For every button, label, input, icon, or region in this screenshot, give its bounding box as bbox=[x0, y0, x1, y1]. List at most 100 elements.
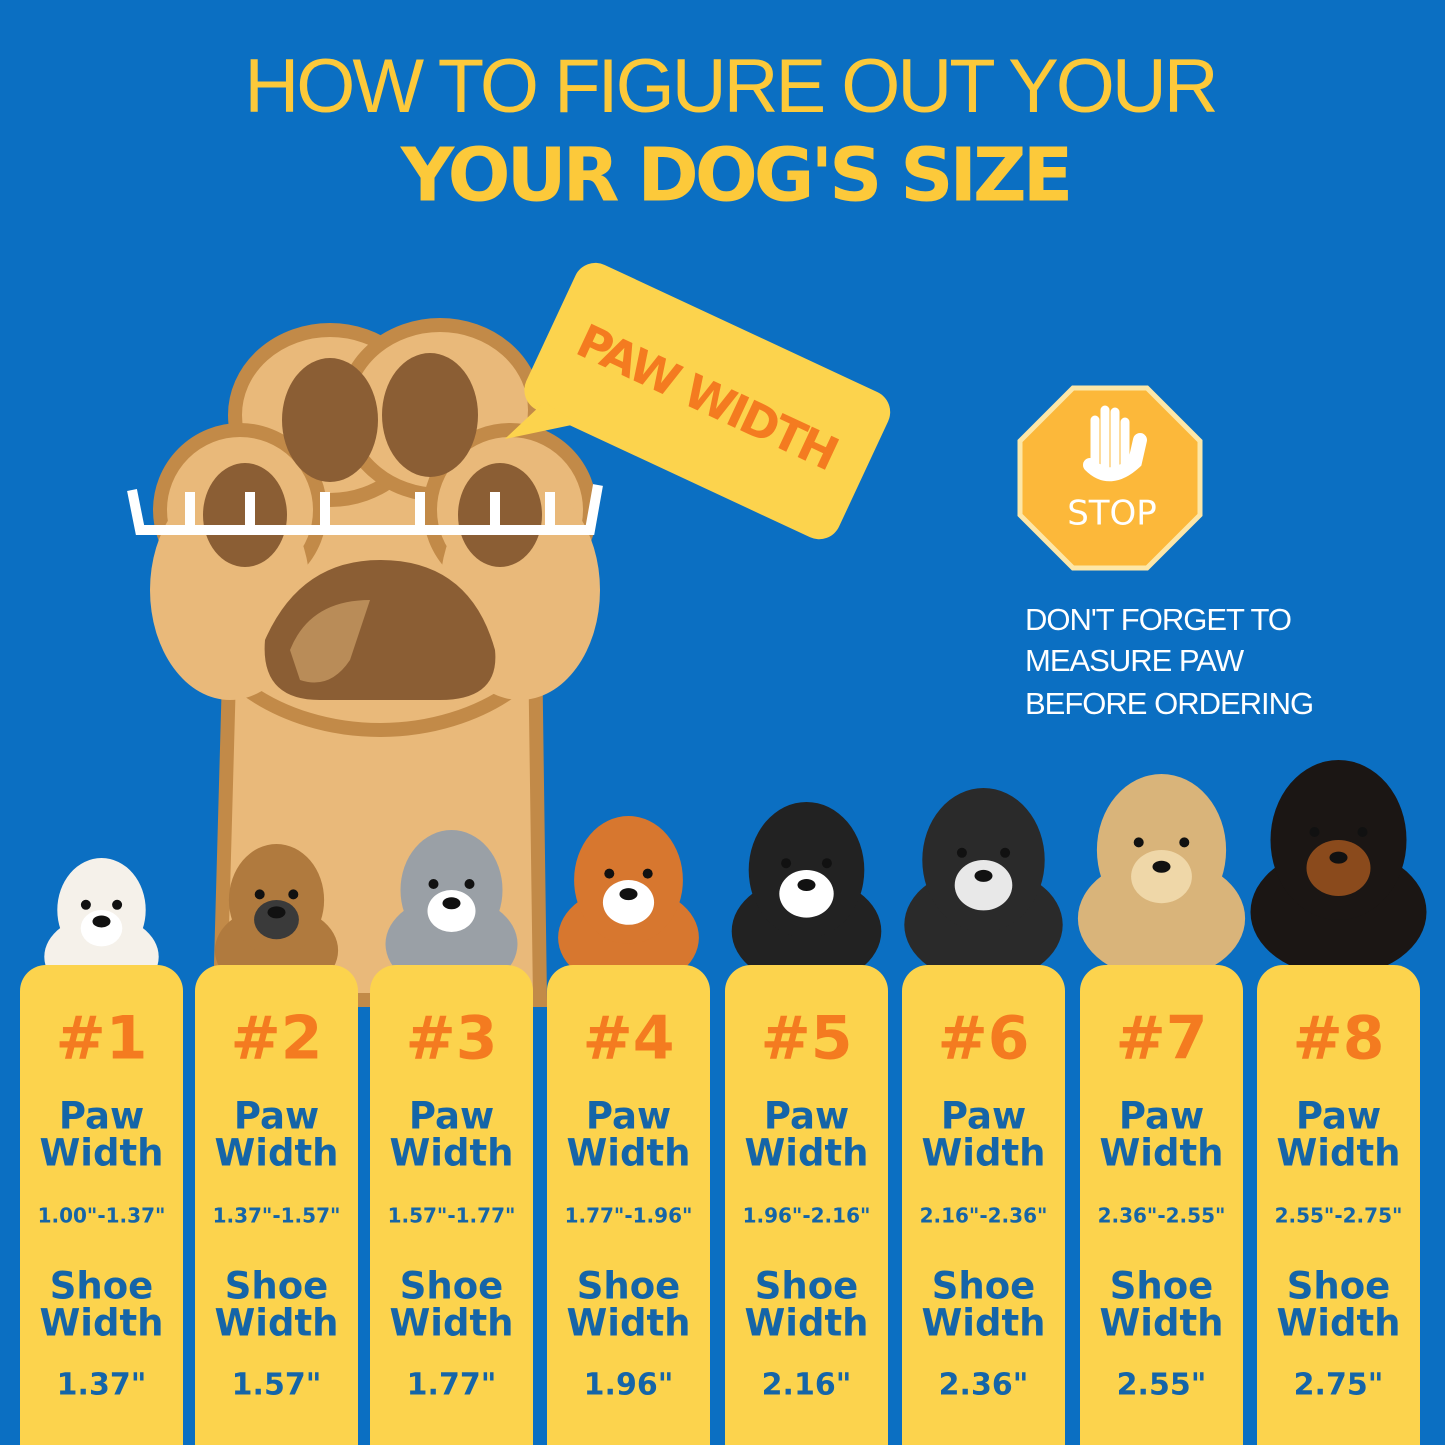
shoe-width: 1.77" bbox=[407, 1368, 497, 1403]
shoe-label: Width bbox=[1276, 1302, 1400, 1345]
size-card bbox=[1257, 965, 1420, 1445]
dog-eye bbox=[642, 868, 653, 879]
paw-label: Width bbox=[921, 1132, 1045, 1175]
shoe-label: Shoe bbox=[1287, 1265, 1391, 1308]
size-number: #3 bbox=[405, 1004, 497, 1074]
dog-eye bbox=[781, 858, 792, 869]
shoe-label: Shoe bbox=[932, 1265, 1036, 1308]
dog-nose bbox=[974, 869, 993, 882]
shoe-label: Width bbox=[1099, 1302, 1223, 1345]
paw-width: 2.55"-2.75" bbox=[1275, 1204, 1403, 1228]
note-line: DON'T FORGET TO bbox=[1025, 602, 1291, 637]
size-card bbox=[370, 965, 533, 1445]
shoe-label: Width bbox=[39, 1302, 163, 1345]
shoe-width: 2.16" bbox=[762, 1368, 852, 1403]
dog-muzzle bbox=[427, 890, 476, 932]
dog-muzzle bbox=[1131, 850, 1192, 904]
paw-label: Paw bbox=[586, 1095, 671, 1138]
dog-muzzle bbox=[602, 880, 655, 925]
paw-label: Paw bbox=[234, 1095, 319, 1138]
dog-muzzle bbox=[779, 870, 834, 918]
paw-label: Width bbox=[1099, 1132, 1223, 1175]
shoe-label: Width bbox=[389, 1302, 513, 1345]
dog-muzzle bbox=[954, 860, 1013, 911]
dog-muzzle bbox=[254, 900, 299, 940]
title-line-2: YOUR DOG'S SIZE bbox=[400, 133, 1070, 219]
paw-width: 1.37"-1.57" bbox=[213, 1204, 341, 1228]
size-number: #6 bbox=[937, 1004, 1029, 1074]
dog-eye bbox=[464, 879, 475, 889]
dog-head bbox=[57, 858, 146, 962]
paw-width: 1.77"-1.96" bbox=[565, 1204, 693, 1228]
note-line: MEASURE PAW bbox=[1025, 643, 1245, 678]
dog-nose bbox=[1152, 860, 1171, 873]
size-number: #1 bbox=[55, 1004, 147, 1074]
paw-label: Width bbox=[744, 1132, 868, 1175]
paw-label: Width bbox=[1276, 1132, 1400, 1175]
dog-eye bbox=[956, 847, 967, 858]
shoe-width: 1.37" bbox=[57, 1368, 147, 1403]
dog-nose bbox=[267, 906, 286, 919]
dog-muzzle bbox=[80, 910, 123, 947]
paw-label: Paw bbox=[59, 1095, 144, 1138]
size-number: #4 bbox=[582, 1004, 674, 1074]
dog-nose bbox=[92, 915, 111, 928]
paw-width: 1.57"-1.77" bbox=[388, 1204, 516, 1228]
paw-label: Paw bbox=[764, 1095, 849, 1138]
size-cards: #1PawWidth1.00"-1.37"ShoeWidth1.37"#2Paw… bbox=[20, 760, 1427, 1445]
dog-nose bbox=[797, 878, 816, 891]
shoe-label: Shoe bbox=[400, 1265, 504, 1308]
paw-label: Width bbox=[389, 1132, 513, 1175]
size-number: #7 bbox=[1115, 1004, 1207, 1074]
size-number: #5 bbox=[760, 1004, 852, 1074]
note-line: BEFORE ORDERING bbox=[1025, 686, 1313, 721]
size-number: #2 bbox=[230, 1004, 322, 1074]
shoe-label: Width bbox=[566, 1302, 690, 1345]
shoe-label: Shoe bbox=[755, 1265, 859, 1308]
paw-label: Paw bbox=[941, 1095, 1026, 1138]
paw-label: Width bbox=[566, 1132, 690, 1175]
shoe-label: Width bbox=[214, 1302, 338, 1345]
shoe-label: Shoe bbox=[577, 1265, 681, 1308]
shoe-width: 2.36" bbox=[939, 1368, 1029, 1403]
shoe-label: Shoe bbox=[50, 1265, 154, 1308]
dog-nose bbox=[619, 888, 638, 901]
dog-head bbox=[574, 816, 683, 944]
dog-eye bbox=[1357, 827, 1368, 837]
paw-label: Width bbox=[39, 1132, 163, 1175]
paw-width: 2.16"-2.36" bbox=[920, 1204, 1048, 1228]
dog-eye bbox=[288, 889, 299, 900]
size-card bbox=[902, 965, 1065, 1445]
paw-label: Paw bbox=[1296, 1095, 1381, 1138]
paw-label: Width bbox=[214, 1132, 338, 1175]
dog-nose bbox=[1329, 851, 1348, 864]
dog-eye bbox=[1309, 827, 1320, 837]
size-card bbox=[725, 965, 888, 1445]
dog-nose bbox=[442, 897, 461, 910]
dog-muzzle bbox=[1306, 840, 1371, 896]
size-card bbox=[195, 965, 358, 1445]
shoe-width: 2.75" bbox=[1294, 1368, 1384, 1403]
shoe-label: Shoe bbox=[1110, 1265, 1214, 1308]
dog-eye bbox=[821, 858, 832, 869]
stop-sign: STOP bbox=[1017, 385, 1203, 571]
dog-eye bbox=[80, 899, 91, 910]
dog-eye bbox=[604, 868, 615, 879]
size-card bbox=[547, 965, 710, 1445]
paw-label: Paw bbox=[409, 1095, 494, 1138]
paw-width: 2.36"-2.55" bbox=[1098, 1204, 1226, 1228]
dog-eye bbox=[1000, 847, 1011, 858]
size-number: #8 bbox=[1292, 1004, 1384, 1074]
dog-eye bbox=[112, 899, 123, 910]
stop-label: STOP bbox=[1067, 494, 1157, 534]
dog-head bbox=[922, 788, 1045, 932]
paw-width: 1.96"-2.16" bbox=[743, 1204, 871, 1228]
paw-label: Paw bbox=[1119, 1095, 1204, 1138]
paw-width: 1.00"-1.37" bbox=[38, 1204, 166, 1228]
shoe-width: 1.96" bbox=[584, 1368, 674, 1403]
shoe-width: 1.57" bbox=[232, 1368, 322, 1403]
shoe-label: Width bbox=[744, 1302, 868, 1345]
dog-eye bbox=[254, 889, 265, 900]
dog-eye bbox=[1133, 837, 1144, 848]
